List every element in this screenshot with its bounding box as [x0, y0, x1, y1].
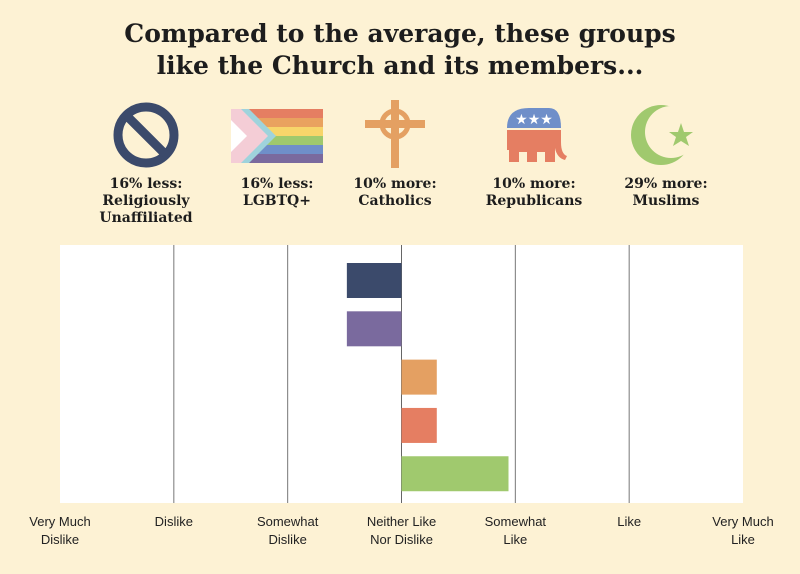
bar-catholics	[401, 359, 437, 395]
bar-religiously-unaffiliated	[346, 263, 402, 298]
chart-title: Compared to the average, these groups li…	[0, 18, 800, 82]
x-tick-label: Somewhat Dislike	[257, 514, 319, 547]
crescent-star-icon	[631, 105, 697, 165]
group-name: Republicans	[485, 193, 583, 209]
group-stat: 10% more:	[353, 176, 437, 192]
group-name: Catholics	[358, 193, 432, 209]
x-tick-label: Very Much Like	[712, 514, 773, 547]
group-stat: 29% more:	[624, 176, 708, 192]
bar-muslims	[401, 456, 509, 492]
group-name: LGBTQ+	[243, 193, 311, 209]
bar-lgbtq-	[346, 311, 402, 347]
group-stat: 16% less:	[240, 176, 314, 192]
group-stat: 16% less:	[109, 176, 183, 192]
x-tick-label: Very Much Dislike	[29, 514, 90, 547]
x-tick-label: Neither Like Nor Dislike	[367, 514, 436, 547]
svg-text:★★★: ★★★	[515, 112, 553, 128]
group-stat: 10% more:	[492, 176, 576, 192]
x-tick-label: Dislike	[155, 514, 193, 529]
title-line-2: like the Church and its members...	[156, 51, 644, 80]
x-tick-label: Somewhat Like	[485, 514, 547, 547]
celtic-cross-icon	[365, 100, 425, 168]
bar-republicans	[401, 407, 437, 443]
title-line-1: Compared to the average, these groups	[124, 19, 676, 48]
group-name: Muslims	[632, 193, 700, 209]
group-republicans: ★★★ 10% more: Republicans	[459, 100, 609, 210]
group-name: Religiously Unaffiliated	[99, 193, 193, 226]
group-religiously-unaffiliated: 16% less: Religiously Unaffiliated	[71, 100, 221, 227]
group-catholics: 10% more: Catholics	[320, 100, 470, 210]
no-symbol-icon	[113, 102, 179, 168]
x-tick-label: Like	[617, 514, 641, 529]
group-muslims: 29% more: Muslims	[591, 100, 741, 210]
progress-pride-flag-icon	[231, 109, 323, 163]
republican-elephant-icon: ★★★	[507, 108, 567, 162]
group-lgbtq: 16% less: LGBTQ+	[202, 100, 352, 210]
